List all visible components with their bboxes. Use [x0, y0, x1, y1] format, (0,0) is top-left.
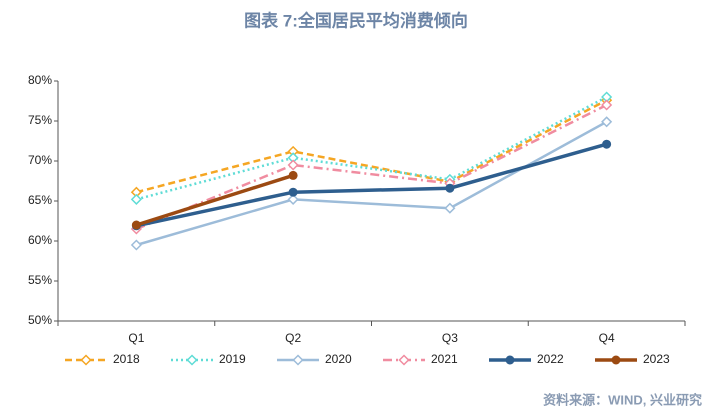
point	[130, 239, 142, 251]
y-tick-label: 55%	[28, 273, 52, 287]
point	[288, 170, 298, 180]
legend-label: 2020	[325, 352, 352, 366]
point	[287, 159, 299, 171]
chart-title: 图表 7:全国居民平均消费倾向	[244, 10, 468, 30]
x-tick-label: Q4	[599, 331, 615, 345]
y-tick-label: 50%	[28, 313, 52, 327]
point	[131, 220, 141, 230]
series-line	[136, 99, 608, 194]
point	[130, 193, 142, 205]
legend-marker	[186, 354, 198, 366]
point	[601, 116, 613, 128]
y-tick-label: 60%	[28, 233, 52, 247]
legend-marker	[292, 354, 304, 366]
series-line	[135, 103, 608, 231]
series-line	[135, 173, 294, 227]
legend-label: 2018	[113, 352, 140, 366]
x-tick-label: Q2	[285, 331, 301, 345]
series-line	[136, 142, 608, 228]
point	[444, 202, 456, 214]
legend-label: 2021	[431, 352, 458, 366]
legend-label: 2023	[643, 352, 670, 366]
y-tick-label: 65%	[28, 193, 52, 207]
y-tick-label: 75%	[28, 113, 52, 127]
legend-label: 2022	[537, 352, 564, 366]
point	[601, 99, 613, 111]
source-note: 资料来源：WIND, 兴业研究	[543, 392, 702, 407]
point	[602, 139, 612, 149]
legend-marker	[611, 355, 621, 365]
legend-marker	[398, 354, 410, 366]
legend-marker	[505, 355, 515, 365]
point	[288, 187, 298, 197]
legend-marker	[80, 354, 92, 366]
x-tick-label: Q1	[128, 331, 144, 345]
series-line	[136, 95, 608, 201]
point	[445, 183, 455, 193]
legend-label: 2019	[219, 352, 246, 366]
point	[287, 193, 299, 205]
x-tick-label: Q3	[442, 331, 458, 345]
y-tick-label: 70%	[28, 153, 52, 167]
y-tick-label: 80%	[28, 73, 52, 87]
